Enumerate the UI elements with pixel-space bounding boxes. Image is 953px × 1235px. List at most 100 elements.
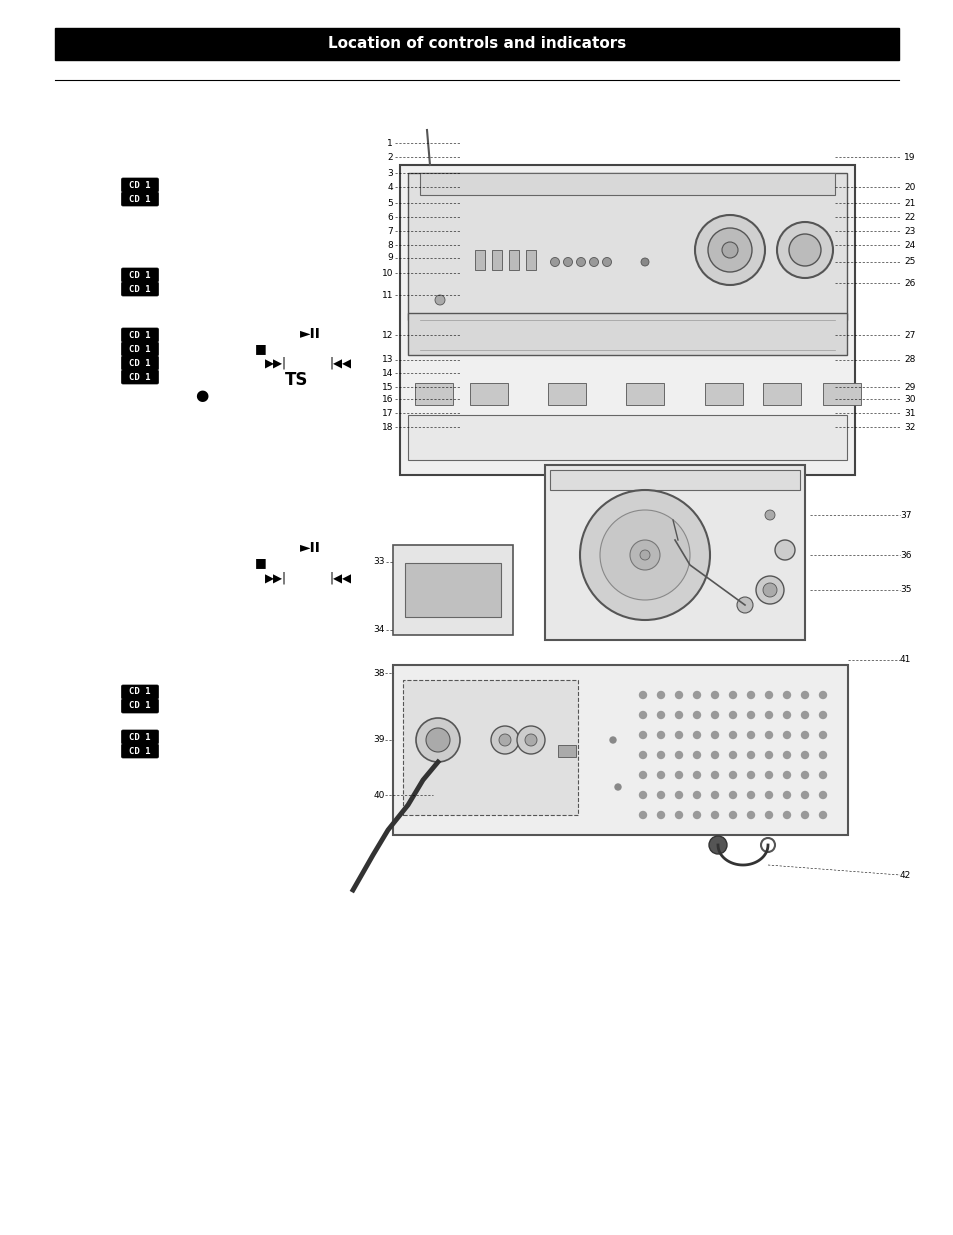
Circle shape bbox=[693, 811, 700, 819]
Bar bbox=[544, 466, 804, 640]
Bar bbox=[547, 383, 585, 405]
Text: 20: 20 bbox=[903, 183, 915, 191]
Text: 4: 4 bbox=[387, 183, 393, 191]
FancyBboxPatch shape bbox=[121, 743, 158, 758]
Circle shape bbox=[416, 718, 459, 762]
Circle shape bbox=[729, 792, 736, 799]
Circle shape bbox=[819, 692, 825, 699]
Circle shape bbox=[711, 811, 718, 819]
Circle shape bbox=[764, 752, 772, 758]
Circle shape bbox=[639, 692, 646, 699]
Circle shape bbox=[782, 811, 790, 819]
Circle shape bbox=[776, 222, 832, 278]
Circle shape bbox=[615, 784, 620, 790]
Circle shape bbox=[711, 792, 718, 799]
Text: 15: 15 bbox=[381, 383, 393, 391]
Bar bbox=[704, 383, 742, 405]
Text: CD 1: CD 1 bbox=[129, 345, 151, 353]
Circle shape bbox=[819, 752, 825, 758]
Text: |◀◀: |◀◀ bbox=[330, 357, 352, 369]
Circle shape bbox=[675, 752, 681, 758]
Circle shape bbox=[491, 726, 518, 755]
Text: CD 1: CD 1 bbox=[129, 270, 151, 279]
Circle shape bbox=[639, 792, 646, 799]
Circle shape bbox=[524, 734, 537, 746]
Circle shape bbox=[764, 731, 772, 739]
Text: CD 1: CD 1 bbox=[129, 701, 151, 710]
Circle shape bbox=[764, 711, 772, 719]
Circle shape bbox=[747, 811, 754, 819]
Text: CD 1: CD 1 bbox=[129, 732, 151, 741]
Text: 7: 7 bbox=[387, 226, 393, 236]
Text: CD 1: CD 1 bbox=[129, 358, 151, 368]
Text: CD 1: CD 1 bbox=[129, 331, 151, 340]
Circle shape bbox=[711, 772, 718, 778]
Circle shape bbox=[576, 258, 585, 267]
Text: 25: 25 bbox=[903, 258, 915, 267]
Text: 36: 36 bbox=[899, 551, 910, 559]
Text: CD 1: CD 1 bbox=[129, 284, 151, 294]
Circle shape bbox=[639, 752, 646, 758]
Circle shape bbox=[711, 752, 718, 758]
Text: 19: 19 bbox=[903, 152, 915, 162]
Circle shape bbox=[517, 726, 544, 755]
Circle shape bbox=[693, 731, 700, 739]
Bar bbox=[393, 545, 513, 635]
FancyBboxPatch shape bbox=[121, 730, 158, 743]
Text: ►II: ►II bbox=[299, 541, 320, 555]
Circle shape bbox=[639, 811, 646, 819]
Circle shape bbox=[426, 727, 450, 752]
Circle shape bbox=[657, 692, 664, 699]
Circle shape bbox=[675, 731, 681, 739]
Circle shape bbox=[801, 772, 807, 778]
Circle shape bbox=[639, 731, 646, 739]
Circle shape bbox=[675, 711, 681, 719]
Circle shape bbox=[819, 772, 825, 778]
Text: 17: 17 bbox=[381, 409, 393, 417]
Circle shape bbox=[657, 792, 664, 799]
Circle shape bbox=[747, 692, 754, 699]
Circle shape bbox=[711, 731, 718, 739]
Circle shape bbox=[764, 772, 772, 778]
Text: |◀◀: |◀◀ bbox=[330, 572, 352, 584]
Circle shape bbox=[602, 258, 611, 267]
Text: 5: 5 bbox=[387, 199, 393, 207]
FancyBboxPatch shape bbox=[121, 685, 158, 699]
Bar bbox=[419, 173, 834, 195]
Bar bbox=[399, 165, 854, 475]
Circle shape bbox=[801, 711, 807, 719]
Circle shape bbox=[729, 692, 736, 699]
FancyBboxPatch shape bbox=[121, 268, 158, 282]
Circle shape bbox=[747, 772, 754, 778]
Circle shape bbox=[629, 540, 659, 571]
Circle shape bbox=[819, 731, 825, 739]
Circle shape bbox=[782, 792, 790, 799]
Circle shape bbox=[782, 752, 790, 758]
Text: ■: ■ bbox=[254, 557, 267, 569]
Circle shape bbox=[695, 215, 764, 285]
Circle shape bbox=[747, 711, 754, 719]
Circle shape bbox=[747, 731, 754, 739]
Text: CD 1: CD 1 bbox=[129, 688, 151, 697]
Circle shape bbox=[721, 242, 738, 258]
Text: ●: ● bbox=[194, 388, 208, 403]
Circle shape bbox=[639, 772, 646, 778]
Bar bbox=[415, 383, 453, 405]
FancyBboxPatch shape bbox=[121, 282, 158, 296]
Bar bbox=[405, 563, 500, 618]
Bar bbox=[470, 383, 507, 405]
Text: TS: TS bbox=[285, 370, 308, 389]
Text: 34: 34 bbox=[374, 625, 385, 635]
Circle shape bbox=[764, 692, 772, 699]
Circle shape bbox=[693, 752, 700, 758]
Bar bbox=[625, 383, 663, 405]
Circle shape bbox=[708, 836, 726, 853]
Circle shape bbox=[693, 772, 700, 778]
Circle shape bbox=[675, 792, 681, 799]
Text: 21: 21 bbox=[903, 199, 915, 207]
Circle shape bbox=[788, 233, 821, 266]
Bar bbox=[475, 249, 484, 270]
Text: 10: 10 bbox=[381, 268, 393, 278]
Text: 33: 33 bbox=[374, 557, 385, 567]
Circle shape bbox=[801, 752, 807, 758]
